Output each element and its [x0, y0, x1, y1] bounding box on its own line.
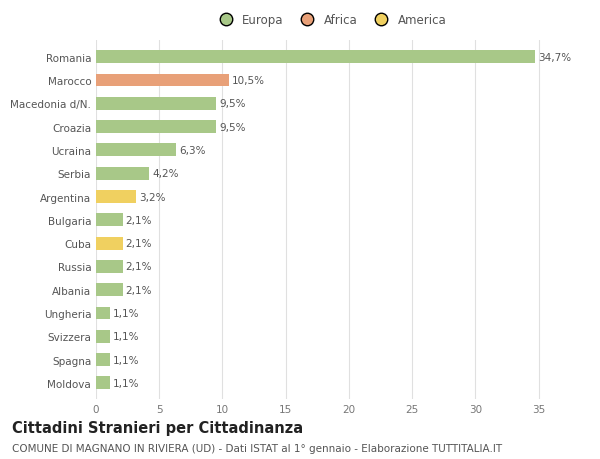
Bar: [96, 190, 136, 203]
Text: 3,2%: 3,2%: [140, 192, 166, 202]
Bar: [96, 51, 535, 64]
Text: 4,2%: 4,2%: [152, 169, 179, 179]
Text: 1,1%: 1,1%: [113, 355, 140, 365]
Text: 34,7%: 34,7%: [538, 53, 571, 62]
Text: 2,1%: 2,1%: [126, 239, 152, 249]
Bar: [96, 353, 110, 366]
Bar: [96, 307, 110, 320]
Bar: [96, 98, 216, 111]
Text: COMUNE DI MAGNANO IN RIVIERA (UD) - Dati ISTAT al 1° gennaio - Elaborazione TUTT: COMUNE DI MAGNANO IN RIVIERA (UD) - Dati…: [12, 443, 502, 453]
Text: 1,1%: 1,1%: [113, 331, 140, 341]
Bar: [96, 168, 149, 180]
Bar: [96, 377, 110, 389]
Bar: [96, 284, 122, 297]
Bar: [96, 74, 229, 87]
Bar: [96, 330, 110, 343]
Bar: [96, 237, 122, 250]
Bar: [96, 144, 176, 157]
Bar: [96, 260, 122, 273]
Bar: [96, 214, 122, 227]
Text: 6,3%: 6,3%: [179, 146, 205, 156]
Text: Cittadini Stranieri per Cittadinanza: Cittadini Stranieri per Cittadinanza: [12, 420, 303, 435]
Text: 1,1%: 1,1%: [113, 378, 140, 388]
Legend: Europa, Africa, America: Europa, Africa, America: [209, 10, 451, 32]
Text: 1,1%: 1,1%: [113, 308, 140, 318]
Text: 2,1%: 2,1%: [126, 285, 152, 295]
Text: 2,1%: 2,1%: [126, 262, 152, 272]
Text: 9,5%: 9,5%: [220, 99, 246, 109]
Text: 9,5%: 9,5%: [220, 123, 246, 132]
Bar: [96, 121, 216, 134]
Text: 10,5%: 10,5%: [232, 76, 265, 86]
Text: 2,1%: 2,1%: [126, 215, 152, 225]
